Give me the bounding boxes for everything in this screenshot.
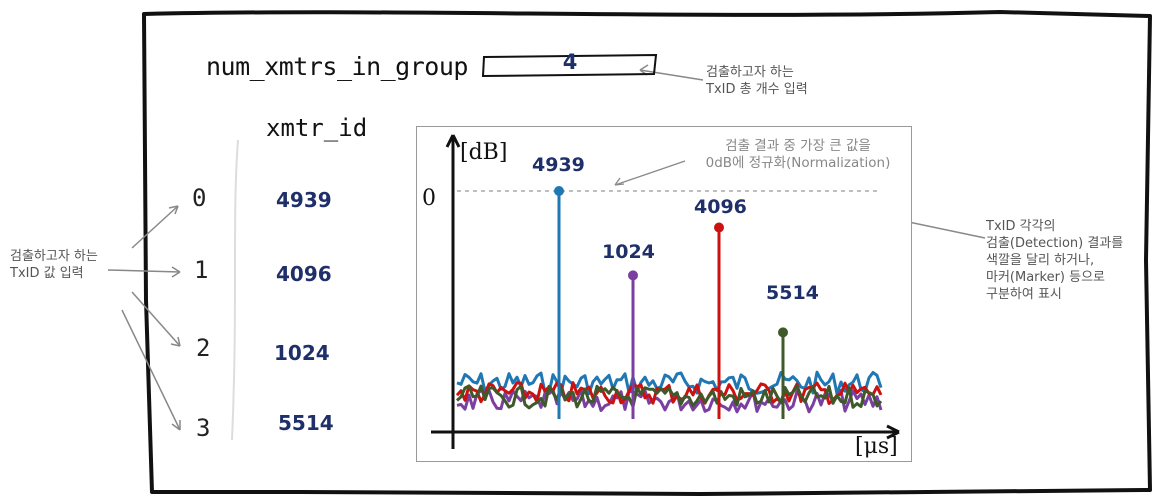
xmtr-index-0: 0 [192,184,207,212]
peak-label-5514: 5514 [766,282,819,304]
stem-marker-1024 [628,270,638,281]
stem-marker-4096 [714,222,724,233]
param-arrow [639,69,704,81]
x-axis-unit: [μs] [855,434,898,459]
xmtr-id-value-2[interactable]: 1024 [274,341,330,365]
param-label: num_xmtrs_in_group [206,52,468,81]
left-note-arrows [107,205,181,431]
peak-label-4939: 4939 [532,154,585,176]
xmtr-id-value-1[interactable]: 4096 [276,262,332,286]
peak-label-4096: 4096 [694,196,747,218]
xmtr-index-1: 1 [194,256,209,284]
xmtr-id-value-0[interactable]: 4939 [276,188,332,212]
noise-traces [455,370,883,414]
param-input-box[interactable] [480,52,660,78]
xmtr-index-3: 3 [196,414,211,442]
plot-panel [416,126,912,462]
zero-db-label: 0 [422,186,436,211]
stem-marker-4939 [554,186,564,196]
param-note: 검출하고자 하는 TxID 총 개수 입력 [706,65,808,97]
noise-trace-1 [456,388,883,414]
list-divider [231,139,239,441]
noise-trace-0 [456,370,883,396]
xmtr-id-header: xmtr_id [266,114,368,142]
param-input-value[interactable]: 4 [562,50,578,74]
right-note: TxID 각각의 검출(Detection) 결과를 색깔을 달리 하거나, 마… [986,219,1124,302]
stem-markers [554,186,788,419]
xmtr-id-value-3[interactable]: 5514 [278,411,334,435]
left-note: 검출하고자 하는 TxID 값 입력 [10,249,98,281]
xmtr-index-2: 2 [196,334,211,362]
noise-trace-2 [455,381,883,405]
normalization-note: 검출 결과 중 가장 큰 값을 0dB에 정규화(Normalization) [705,138,891,171]
outer-frame [142,10,1152,496]
y-axis-unit: [dB] [460,140,508,165]
stem-marker-5514 [778,327,788,338]
plot-svg [431,134,900,449]
peak-label-1024: 1024 [602,241,655,263]
noise-trace-3 [455,384,883,410]
